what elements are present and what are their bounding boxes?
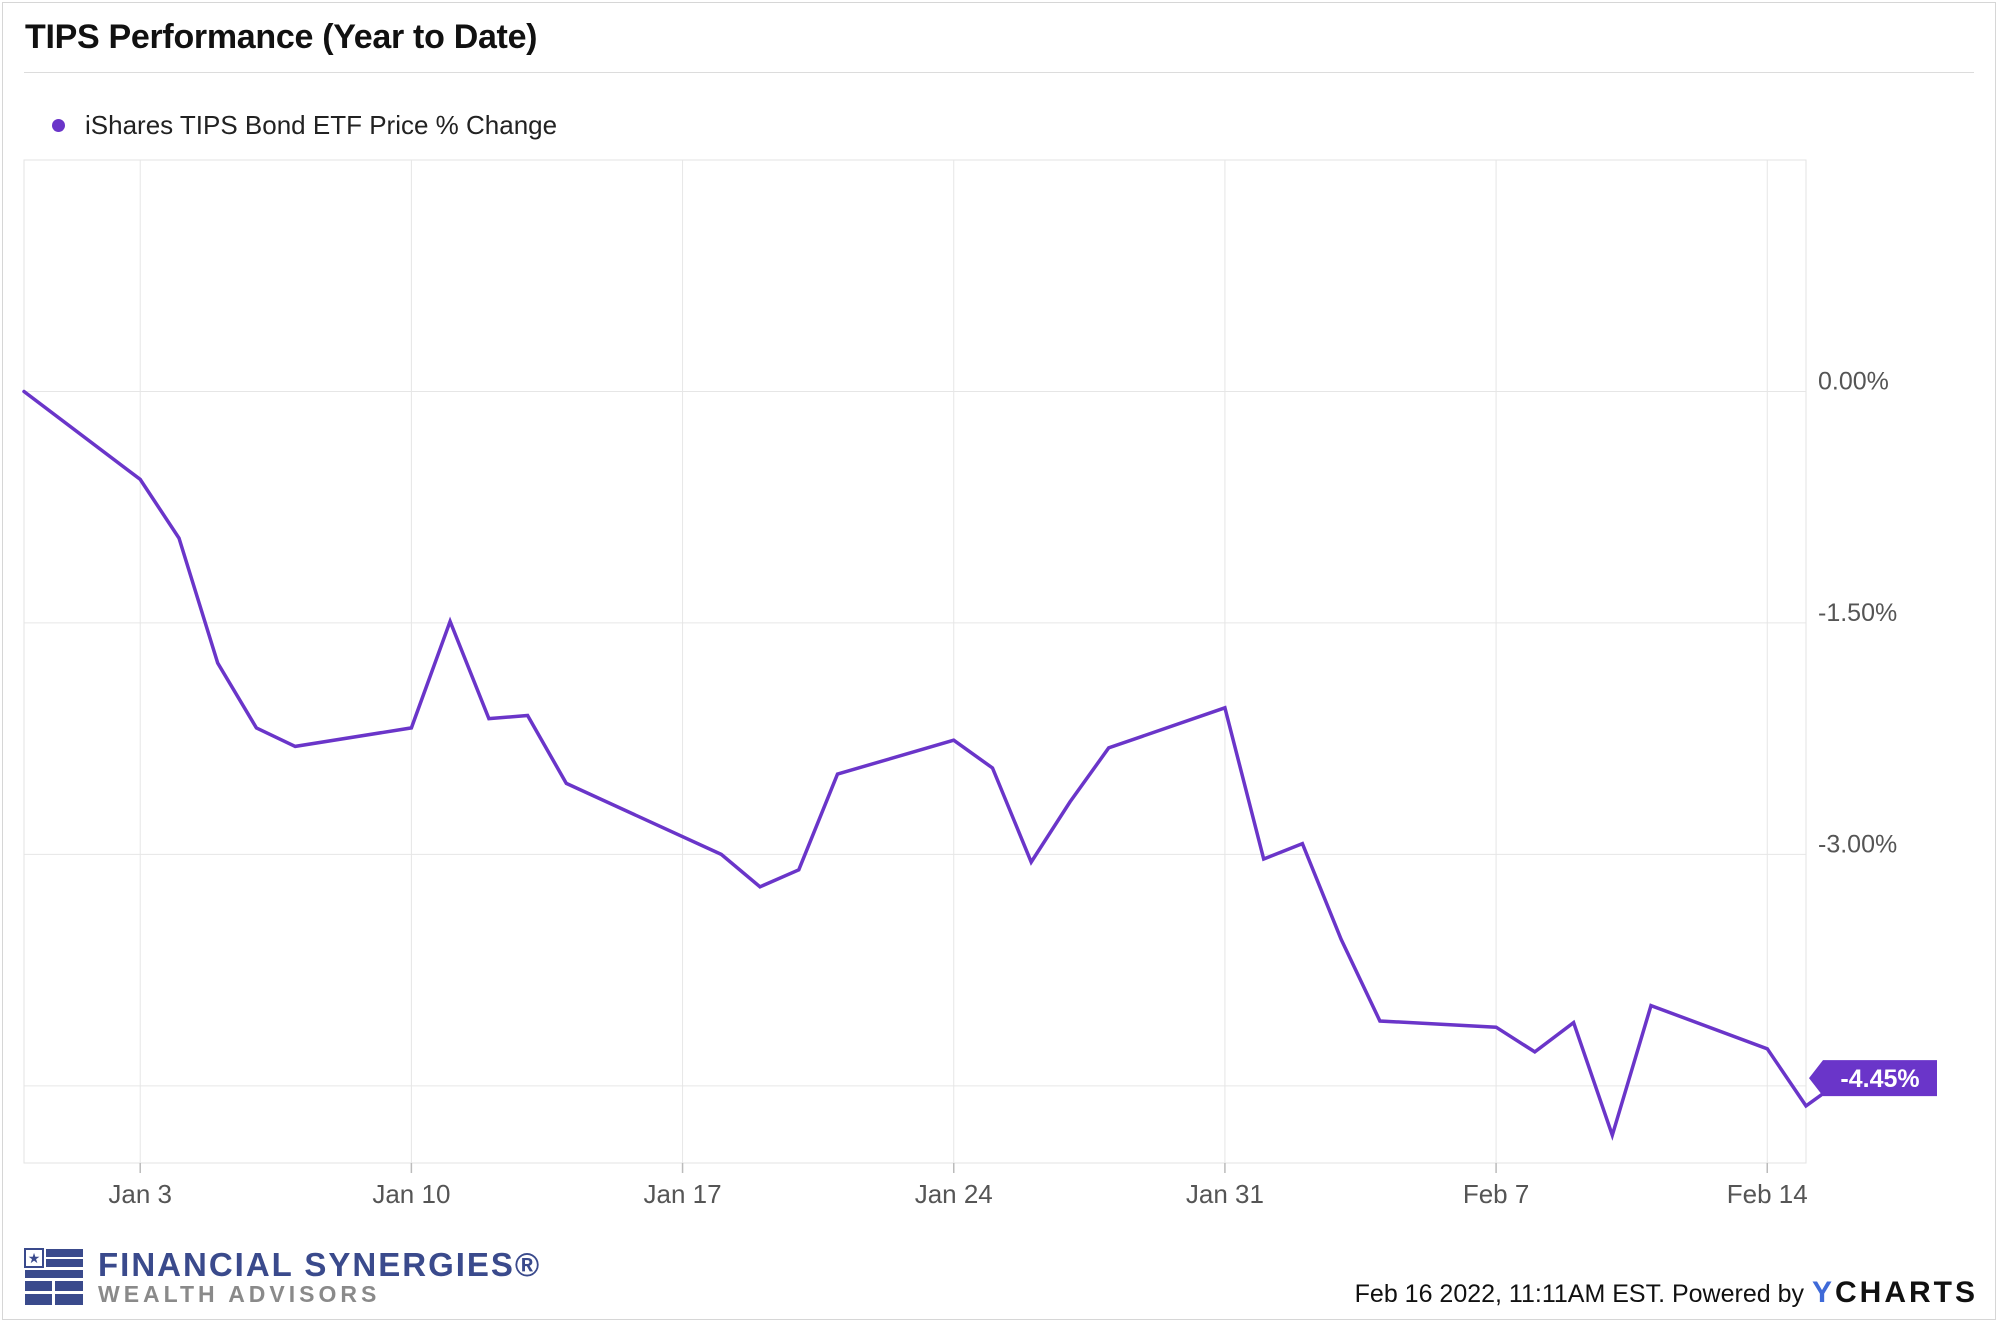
ycharts-logo[interactable]: YCHARTS (1812, 1276, 1978, 1310)
label-layer: -4.45% (1809, 1060, 1937, 1097)
brand-subtitle: WEALTH ADVISORS (98, 1281, 381, 1307)
brand-logo-block: ★ FINANCIAL SYNERGIES® WEALTH ADVISORS (24, 1248, 541, 1306)
x-tick-label: Jan 10 (372, 1179, 450, 1209)
title-divider (24, 72, 1974, 73)
flag-logo-icon: ★ (24, 1248, 83, 1305)
x-tick-label: Jan 17 (644, 1179, 722, 1209)
series-line (22, 389, 1847, 1141)
y-tick-label: 0.00% (1818, 367, 1889, 395)
x-tick-label: Feb 7 (1463, 1179, 1530, 1209)
brand-name: FINANCIAL SYNERGIES® (98, 1246, 542, 1283)
x-tick-label: Feb 14 (1727, 1179, 1808, 1209)
source-credit: Feb 16 2022, 11:11AM EST. Powered by YCH… (1355, 1276, 1978, 1310)
chart-title: TIPS Performance (Year to Date) (25, 18, 538, 56)
series-layer (22, 389, 1847, 1141)
x-tick-label: Jan 31 (1186, 1179, 1264, 1209)
last-value-flag: -4.45% (1809, 1060, 1937, 1097)
timestamp-text: Feb 16 2022, 11:11AM EST. Powered by (1354, 1280, 1804, 1308)
last-value-flag-shape (1809, 1060, 1937, 1097)
ycharts-logo-y: Y (1811, 1276, 1835, 1309)
grid-layer (23, 159, 1807, 1164)
legend-marker (52, 119, 65, 132)
y-tick-label: -1.50% (1818, 599, 1897, 627)
last-value-label: -4.45% (1840, 1065, 1919, 1093)
ycharts-logo-text: CHARTS (1835, 1276, 1978, 1309)
legend: iShares TIPS Bond ETF Price % Change (52, 110, 557, 141)
svg-text:★: ★ (28, 1251, 41, 1267)
y-tick-label: -3.00% (1818, 830, 1897, 858)
x-tick-label: Jan 3 (108, 1179, 172, 1209)
legend-label: iShares TIPS Bond ETF Price % Change (85, 110, 558, 140)
plot-border (23, 159, 1807, 1164)
x-tick-label: Jan 24 (915, 1179, 993, 1209)
axis-layer: Jan 3 Jan 10 Jan 17 Jan 24 Jan 31 Feb 7 Feb 14… (108, 367, 1897, 1209)
